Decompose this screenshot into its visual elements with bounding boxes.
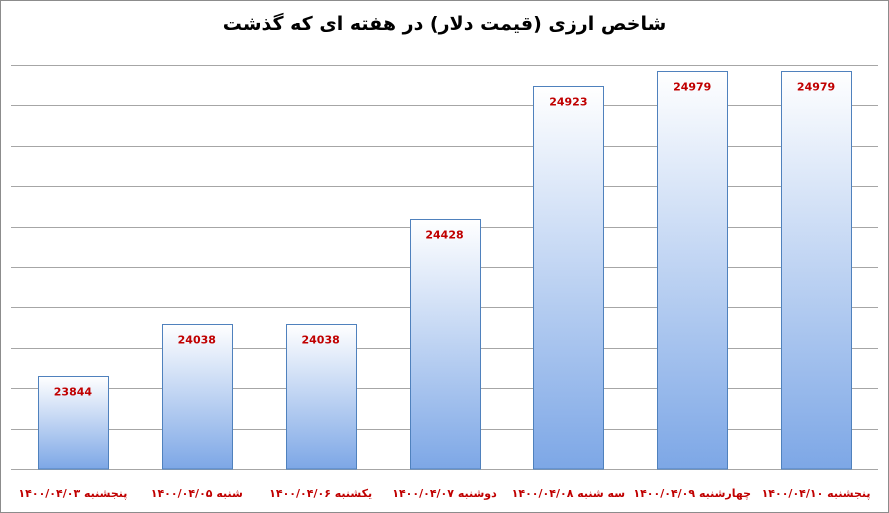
x-tick-label: چهارشنبه ۱۴۰۰/۰۴/۰۹ [633,487,751,500]
x-tick-label: سه شنبه ۱۴۰۰/۰۴/۰۸ [512,487,625,500]
bar-value-label: 24428 [425,229,463,242]
bar-value-label: 24979 [673,81,711,94]
x-tick-label: یکشنبه ۱۴۰۰/۰۴/۰۶ [269,487,372,500]
bar [533,86,604,470]
bar [286,324,357,470]
bar-value-label: 24979 [797,81,835,94]
bar [162,324,233,470]
bar [38,376,109,470]
x-tick-label: دوشنبه ۱۴۰۰/۰۴/۰۷ [392,487,497,500]
bar [781,71,852,470]
x-tick-label: پنجشنبه ۱۴۰۰/۰۴/۰۳ [18,487,127,500]
bar [657,71,728,470]
value-labels: 23844 24038 24038 24428 24923 24979 24979 [54,81,835,399]
x-tick-labels: پنجشنبه ۱۴۰۰/۰۴/۰۳ شنبه ۱۴۰۰/۰۴/۰۵ یکشنبه … [18,487,870,500]
bar [410,219,481,470]
bar-value-label: 24923 [549,96,587,109]
chart-title: شاخص ارزی (قیمت دلار) در هفته ای که گذشت [222,13,667,35]
x-tick-label: شنبه ۱۴۰۰/۰۴/۰۵ [151,487,243,500]
bar-value-label: 24038 [302,334,340,347]
bars [38,71,852,470]
bar-value-label: 23844 [54,386,93,399]
bar-value-label: 24038 [178,334,216,347]
x-tick-label: پنجشنبه ۱۴۰۰/۰۴/۱۰ [762,487,871,500]
